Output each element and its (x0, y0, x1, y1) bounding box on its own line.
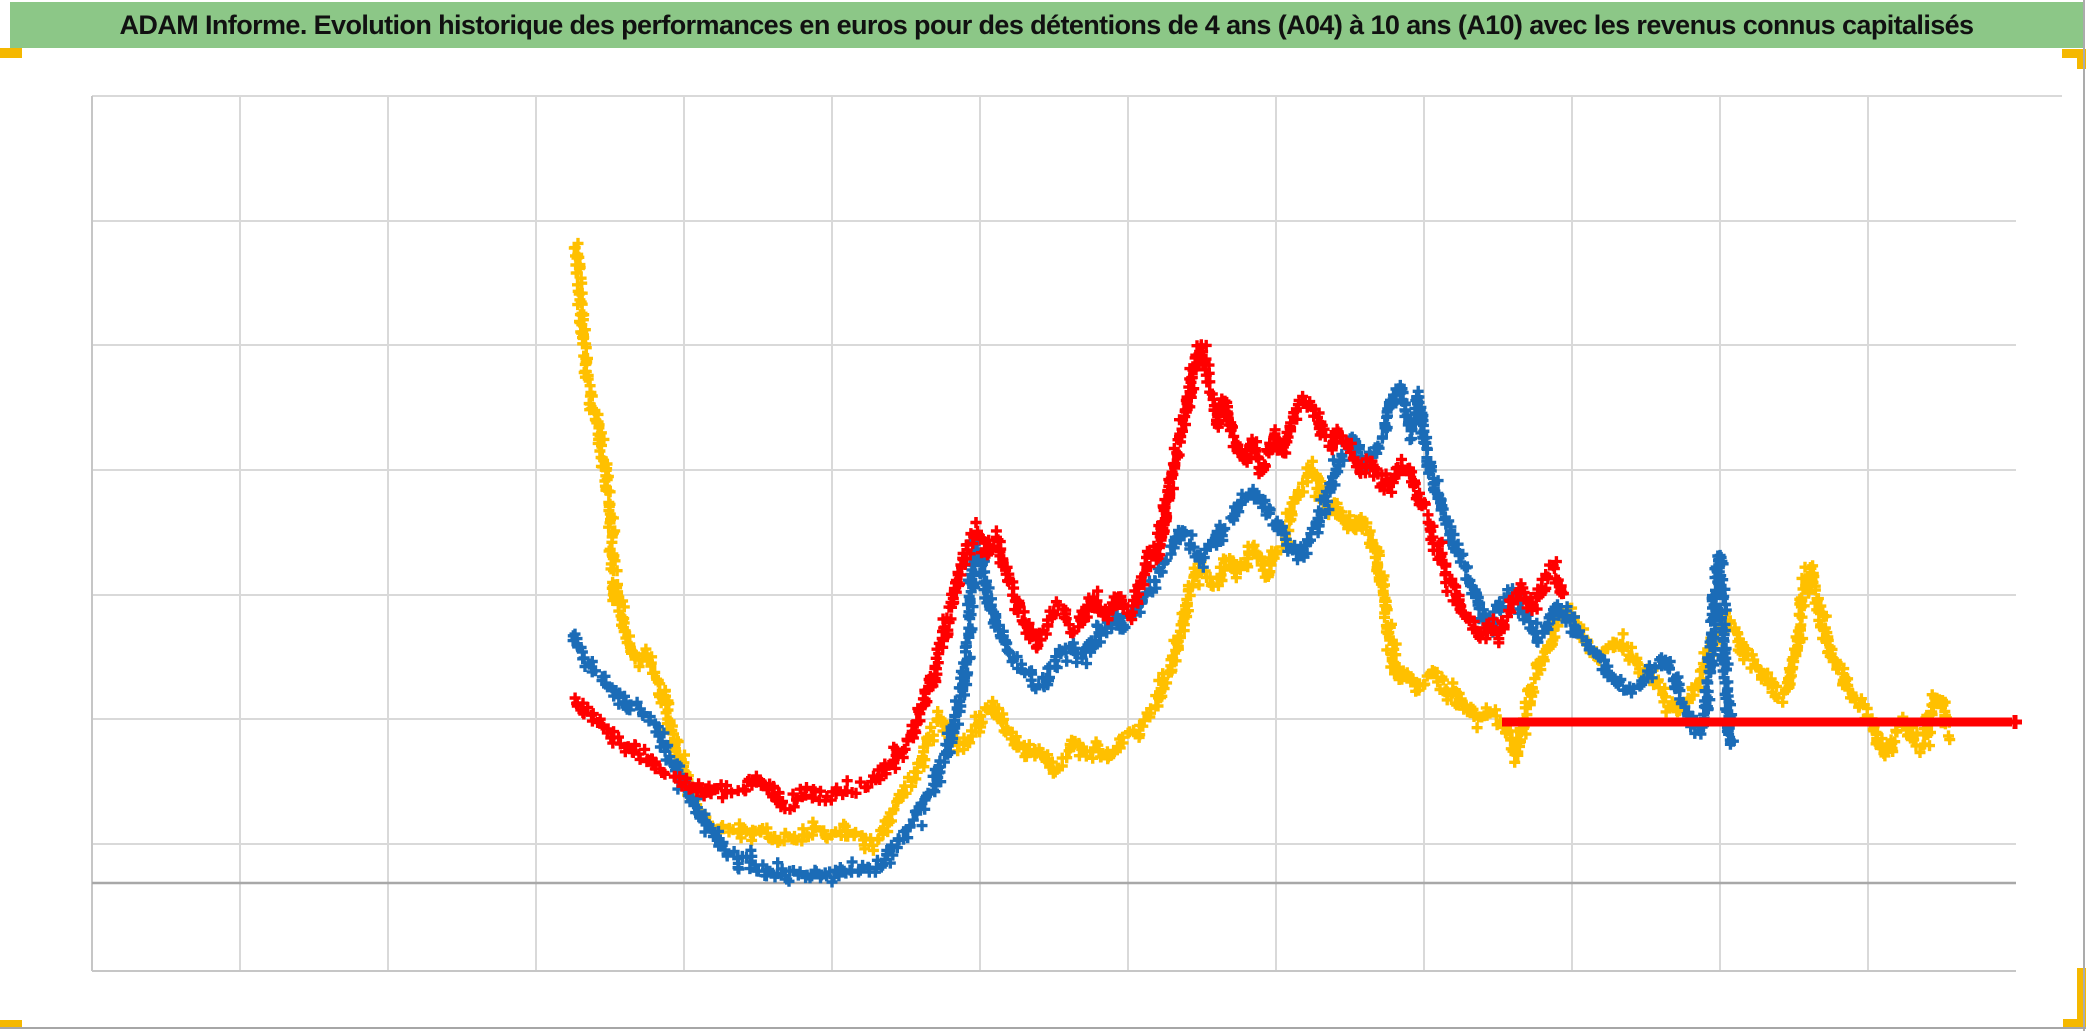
corner-mark-bottom-right-v (2077, 968, 2086, 1028)
page-title: ADAM Informe. Evolution historique des p… (119, 9, 1975, 40)
window-border-right (2083, 0, 2085, 1031)
corner-mark-bottom-left (0, 1020, 22, 1029)
window-border-bottom (0, 1027, 2086, 1029)
corner-mark-top-right-h (2062, 49, 2086, 58)
gridlines (91, 95, 2062, 972)
red-flat-line-end-marker (2008, 715, 2022, 729)
title-bar: ADAM Informe. Evolution historique des p… (10, 2, 2083, 48)
corner-mark-top-right-v (2077, 49, 2086, 69)
yellow-series (568, 237, 1956, 856)
blue-series (567, 379, 1739, 888)
red-series (569, 339, 1569, 815)
corner-mark-bottom-right-h (2063, 1019, 2086, 1029)
corner-mark-top-left (0, 48, 22, 58)
